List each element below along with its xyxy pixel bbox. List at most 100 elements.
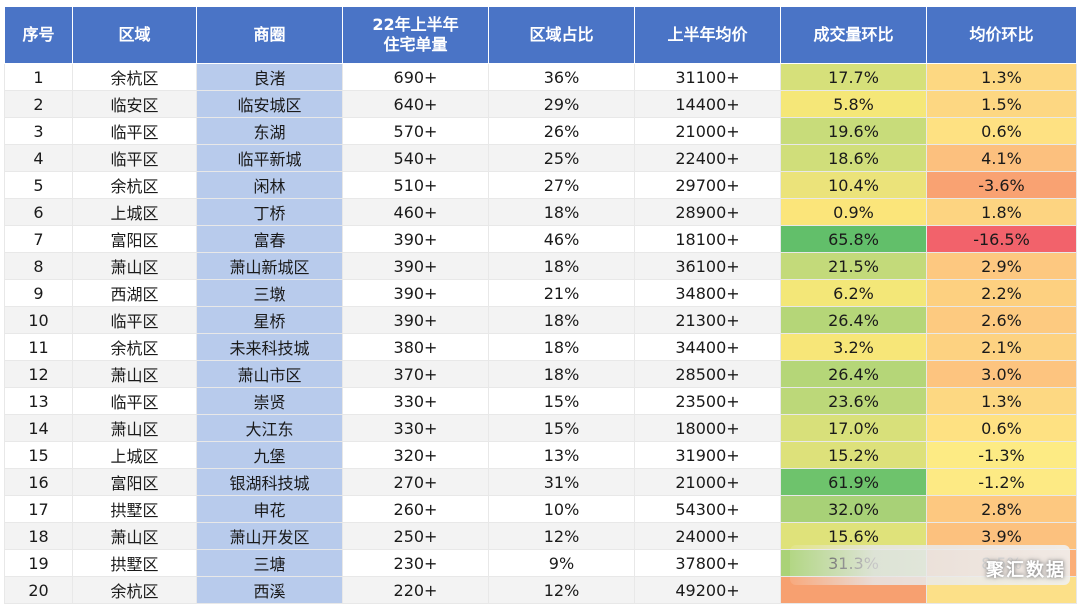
cell-district: 萧山区 bbox=[72, 360, 197, 388]
table-row: 16 富阳区 银湖科技城 270+ 31% 21000+ 61.9% -1.2% bbox=[4, 468, 1077, 496]
cell-district: 萧山区 bbox=[72, 522, 197, 550]
cell-business-area: 良渚 bbox=[196, 63, 343, 91]
cell-avg-price: 18100+ bbox=[634, 225, 781, 253]
cell-share: 10% bbox=[488, 495, 635, 523]
cell-no: 6 bbox=[4, 198, 73, 226]
cell-volume-mom: 5.8% bbox=[780, 90, 927, 118]
blur-overlay bbox=[790, 545, 1070, 585]
cell-volume-mom: 18.6% bbox=[780, 144, 927, 172]
cell-share: 27% bbox=[488, 171, 635, 199]
cell-avg-price: 31100+ bbox=[634, 63, 781, 91]
cell-business-area: 九堡 bbox=[196, 441, 343, 469]
cell-share: 9% bbox=[488, 549, 635, 577]
cell-price-mom: 1.3% bbox=[926, 387, 1077, 415]
table-row: 17 拱墅区 申花 260+ 10% 54300+ 32.0% 2.8% bbox=[4, 495, 1077, 523]
cell-district: 上城区 bbox=[72, 198, 197, 226]
cell-units: 330+ bbox=[342, 387, 489, 415]
cell-avg-price: 21000+ bbox=[634, 468, 781, 496]
ranking-table: 序号 区域 商圈 22年上半年 住宅单量 区域占比 上半年均价 成交量环比 均价… bbox=[4, 6, 1077, 604]
cell-price-mom: 1.5% bbox=[926, 90, 1077, 118]
cell-avg-price: 21300+ bbox=[634, 306, 781, 334]
cell-share: 18% bbox=[488, 360, 635, 388]
cell-district: 余杭区 bbox=[72, 333, 197, 361]
cell-avg-price: 49200+ bbox=[634, 576, 781, 604]
header-units-line1: 22年上半年 bbox=[372, 15, 459, 34]
table-row: 9 西湖区 三墩 390+ 21% 34800+ 6.2% 2.2% bbox=[4, 279, 1077, 307]
cell-business-area: 未来科技城 bbox=[196, 333, 343, 361]
cell-share: 46% bbox=[488, 225, 635, 253]
cell-share: 13% bbox=[488, 441, 635, 469]
cell-price-mom: -16.5% bbox=[926, 225, 1077, 253]
cell-units: 390+ bbox=[342, 225, 489, 253]
cell-business-area: 银湖科技城 bbox=[196, 468, 343, 496]
table-row: 13 临平区 崇贤 330+ 15% 23500+ 23.6% 1.3% bbox=[4, 387, 1077, 415]
cell-share: 18% bbox=[488, 198, 635, 226]
table-row: 10 临平区 星桥 390+ 18% 21300+ 26.4% 2.6% bbox=[4, 306, 1077, 334]
cell-district: 拱墅区 bbox=[72, 495, 197, 523]
cell-price-mom: -1.3% bbox=[926, 441, 1077, 469]
cell-district: 上城区 bbox=[72, 441, 197, 469]
cell-share: 36% bbox=[488, 63, 635, 91]
cell-units: 270+ bbox=[342, 468, 489, 496]
header-no: 序号 bbox=[4, 6, 73, 64]
cell-district: 余杭区 bbox=[72, 576, 197, 604]
cell-no: 8 bbox=[4, 252, 73, 280]
cell-avg-price: 23500+ bbox=[634, 387, 781, 415]
cell-volume-mom: 17.7% bbox=[780, 63, 927, 91]
table-row: 1 余杭区 良渚 690+ 36% 31100+ 17.7% 1.3% bbox=[4, 63, 1077, 91]
table-row: 15 上城区 九堡 320+ 13% 31900+ 15.2% -1.3% bbox=[4, 441, 1077, 469]
cell-district: 余杭区 bbox=[72, 63, 197, 91]
cell-avg-price: 54300+ bbox=[634, 495, 781, 523]
cell-business-area: 萧山新城区 bbox=[196, 252, 343, 280]
cell-price-mom: 0.6% bbox=[926, 414, 1077, 442]
header-avg-price: 上半年均价 bbox=[634, 6, 781, 64]
cell-district: 西湖区 bbox=[72, 279, 197, 307]
cell-district: 临平区 bbox=[72, 387, 197, 415]
table-row: 2 临安区 临安城区 640+ 29% 14400+ 5.8% 1.5% bbox=[4, 90, 1077, 118]
cell-volume-mom: 21.5% bbox=[780, 252, 927, 280]
cell-business-area: 大江东 bbox=[196, 414, 343, 442]
cell-business-area: 星桥 bbox=[196, 306, 343, 334]
cell-volume-mom: 15.2% bbox=[780, 441, 927, 469]
table-row: 12 萧山区 萧山市区 370+ 18% 28500+ 26.4% 3.0% bbox=[4, 360, 1077, 388]
cell-district: 富阳区 bbox=[72, 468, 197, 496]
table-row: 14 萧山区 大江东 330+ 15% 18000+ 17.0% 0.6% bbox=[4, 414, 1077, 442]
cell-district: 拱墅区 bbox=[72, 549, 197, 577]
cell-no: 12 bbox=[4, 360, 73, 388]
cell-price-mom: -1.2% bbox=[926, 468, 1077, 496]
cell-volume-mom: 3.2% bbox=[780, 333, 927, 361]
cell-avg-price: 36100+ bbox=[634, 252, 781, 280]
cell-price-mom: 4.1% bbox=[926, 144, 1077, 172]
table-row: 4 临平区 临平新城 540+ 25% 22400+ 18.6% 4.1% bbox=[4, 144, 1077, 172]
header-district: 区域 bbox=[72, 6, 197, 64]
cell-business-area: 闲林 bbox=[196, 171, 343, 199]
header-row: 序号 区域 商圈 22年上半年 住宅单量 区域占比 上半年均价 成交量环比 均价… bbox=[4, 6, 1077, 64]
cell-business-area: 萧山开发区 bbox=[196, 522, 343, 550]
cell-price-mom: 2.1% bbox=[926, 333, 1077, 361]
cell-district: 临平区 bbox=[72, 306, 197, 334]
cell-business-area: 三塘 bbox=[196, 549, 343, 577]
cell-avg-price: 29700+ bbox=[634, 171, 781, 199]
table-row: 7 富阳区 富春 390+ 46% 18100+ 65.8% -16.5% bbox=[4, 225, 1077, 253]
cell-district: 余杭区 bbox=[72, 171, 197, 199]
cell-units: 460+ bbox=[342, 198, 489, 226]
cell-price-mom: 0.6% bbox=[926, 117, 1077, 145]
cell-no: 13 bbox=[4, 387, 73, 415]
cell-price-mom: 2.8% bbox=[926, 495, 1077, 523]
table-row: 11 余杭区 未来科技城 380+ 18% 34400+ 3.2% 2.1% bbox=[4, 333, 1077, 361]
watermark: 聚汇数据 bbox=[986, 560, 1066, 581]
cell-share: 26% bbox=[488, 117, 635, 145]
cell-no: 17 bbox=[4, 495, 73, 523]
cell-share: 25% bbox=[488, 144, 635, 172]
cell-no: 2 bbox=[4, 90, 73, 118]
cell-share: 15% bbox=[488, 387, 635, 415]
cell-units: 370+ bbox=[342, 360, 489, 388]
cell-avg-price: 28900+ bbox=[634, 198, 781, 226]
cell-no: 5 bbox=[4, 171, 73, 199]
cell-volume-mom: 26.4% bbox=[780, 306, 927, 334]
cell-no: 11 bbox=[4, 333, 73, 361]
cell-business-area: 西溪 bbox=[196, 576, 343, 604]
cell-volume-mom: 17.0% bbox=[780, 414, 927, 442]
cell-volume-mom: 10.4% bbox=[780, 171, 927, 199]
